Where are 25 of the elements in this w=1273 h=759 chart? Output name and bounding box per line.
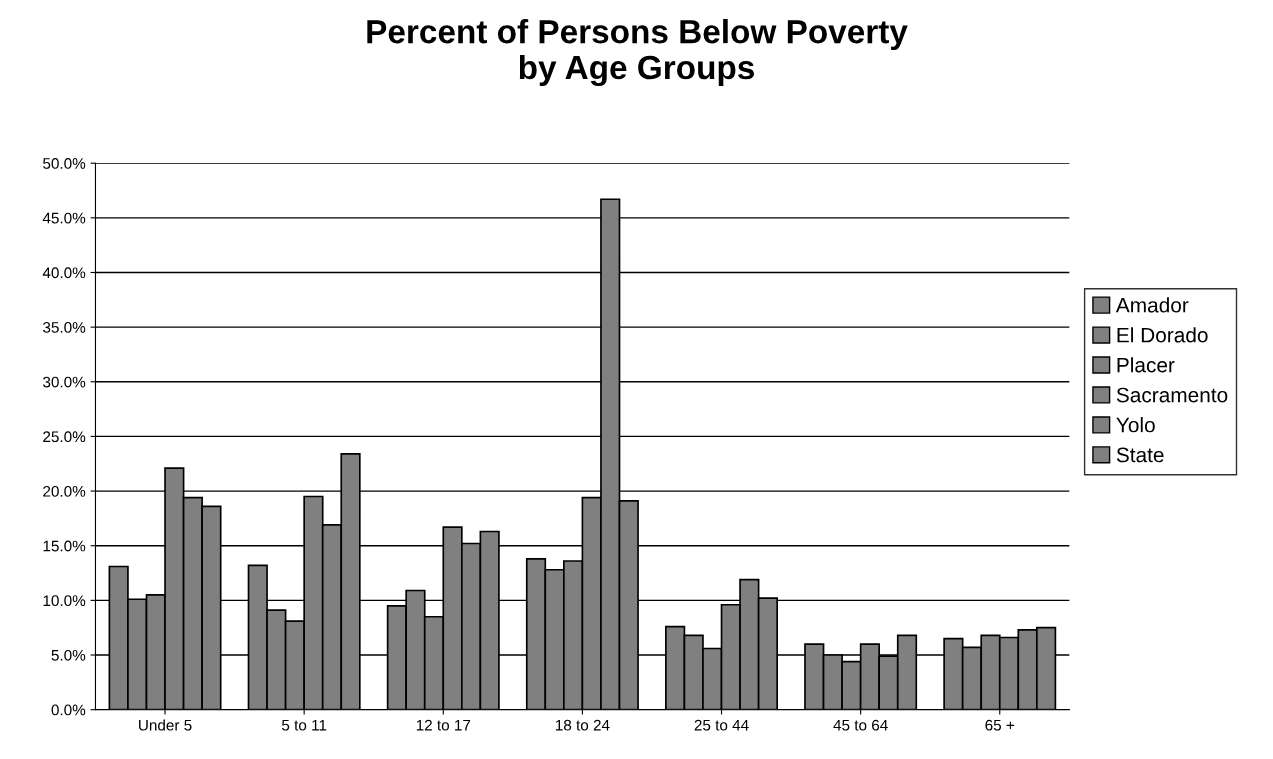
legend-label: Yolo <box>1116 417 1155 433</box>
x-tick-label: 5 to 11 <box>281 719 327 731</box>
legend-label: State <box>1116 447 1164 463</box>
y-tick-label: 15.0% <box>43 540 86 552</box>
y-tick-label: 30.0% <box>43 376 86 388</box>
x-tick-label: 45 to 64 <box>833 719 888 731</box>
x-tick-label: 65 + <box>985 719 1015 731</box>
y-tick-label: 50.0% <box>43 158 86 169</box>
x-tick-label: 12 to 17 <box>416 719 471 731</box>
y-tick-label: 25.0% <box>43 431 86 443</box>
y-tick-label: 5.0% <box>51 649 86 661</box>
x-tick-label: 25 to 44 <box>694 719 749 731</box>
y-tick-label: 45.0% <box>42 212 86 224</box>
chart-title: Percent of Persons Below Poverty by Age Groups <box>367 18 908 87</box>
y-tick-label: 20.0% <box>43 485 86 497</box>
x-tick-label: Under 5 <box>139 719 192 731</box>
x-tick-label: 18 to 24 <box>555 719 610 731</box>
legend-label: El Dorado <box>1117 327 1208 343</box>
legend-label: Amador <box>1115 297 1189 313</box>
y-tick-label: 40.0% <box>42 267 86 279</box>
legend-label: Placer <box>1117 357 1175 373</box>
y-tick-label: 35.0% <box>43 322 86 333</box>
y-tick-label: 10.0% <box>43 595 86 607</box>
legend-label: Sacramento <box>1116 387 1228 403</box>
y-tick-label: 0.0% <box>51 704 86 716</box>
